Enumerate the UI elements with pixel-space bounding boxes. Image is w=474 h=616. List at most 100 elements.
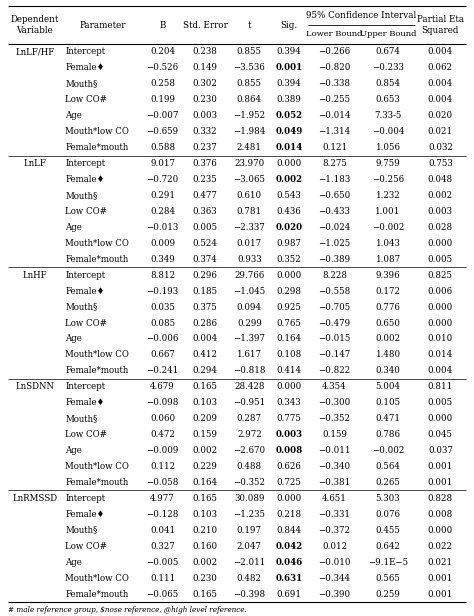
Text: Low CO#: Low CO#: [65, 318, 107, 328]
Text: 0.855: 0.855: [237, 47, 262, 57]
Text: −0.659: −0.659: [146, 127, 179, 136]
Text: 0.436: 0.436: [276, 207, 301, 216]
Text: 0.298: 0.298: [276, 286, 301, 296]
Text: Mouth§: Mouth§: [65, 79, 98, 88]
Text: −0.526: −0.526: [146, 63, 179, 73]
Text: 0.004: 0.004: [428, 367, 453, 375]
Text: 8.275: 8.275: [322, 159, 347, 168]
Text: −1.183: −1.183: [319, 175, 351, 184]
Text: 0.565: 0.565: [375, 573, 401, 583]
Text: 30.089: 30.089: [234, 494, 264, 503]
Text: −0.818: −0.818: [233, 367, 265, 375]
Text: 0.284: 0.284: [150, 207, 175, 216]
Text: 0.352: 0.352: [276, 255, 301, 264]
Text: −0.007: −0.007: [146, 111, 179, 120]
Text: 0.854: 0.854: [375, 79, 401, 88]
Text: −0.002: −0.002: [372, 446, 404, 455]
Text: 0.006: 0.006: [428, 286, 453, 296]
Text: −0.300: −0.300: [319, 398, 351, 407]
Text: −0.013: −0.013: [146, 223, 179, 232]
Text: −0.065: −0.065: [146, 590, 179, 599]
Text: 0.001: 0.001: [428, 590, 453, 599]
Text: Age: Age: [65, 111, 82, 120]
Text: 0.014: 0.014: [275, 143, 302, 152]
Text: 4.651: 4.651: [322, 494, 347, 503]
Text: 29.766: 29.766: [234, 270, 264, 280]
Text: 0.185: 0.185: [192, 286, 218, 296]
Text: 0.302: 0.302: [193, 79, 218, 88]
Text: Intercept: Intercept: [65, 383, 106, 391]
Text: 0.287: 0.287: [237, 414, 262, 423]
Text: 0.021: 0.021: [428, 127, 453, 136]
Text: 0.000: 0.000: [428, 414, 453, 423]
Text: 0.376: 0.376: [193, 159, 218, 168]
Text: 0.003: 0.003: [275, 430, 302, 439]
Text: −0.004: −0.004: [372, 127, 404, 136]
Text: 0.062: 0.062: [428, 63, 453, 73]
Text: 0.488: 0.488: [237, 462, 262, 471]
Text: 0.004: 0.004: [428, 79, 453, 88]
Text: 0.588: 0.588: [150, 143, 175, 152]
Text: 0.094: 0.094: [237, 302, 262, 312]
Text: −0.381: −0.381: [319, 478, 351, 487]
Text: −1.952: −1.952: [233, 111, 265, 120]
Text: 2.481: 2.481: [237, 143, 262, 152]
Text: 0.828: 0.828: [428, 494, 453, 503]
Text: 0.332: 0.332: [193, 127, 218, 136]
Text: −3.065: −3.065: [233, 175, 265, 184]
Text: 0.017: 0.017: [237, 239, 262, 248]
Text: −1.025: −1.025: [319, 239, 351, 248]
Text: 2.972: 2.972: [237, 430, 262, 439]
Text: Female♦: Female♦: [65, 175, 105, 184]
Text: 0.008: 0.008: [428, 510, 453, 519]
Text: Low CO#: Low CO#: [65, 95, 107, 104]
Text: 0.037: 0.037: [428, 446, 453, 455]
Text: 7.33-5: 7.33-5: [374, 111, 401, 120]
Text: 0.021: 0.021: [428, 557, 453, 567]
Text: Age: Age: [65, 334, 82, 344]
Text: 0.471: 0.471: [375, 414, 401, 423]
Text: 0.159: 0.159: [322, 430, 347, 439]
Text: 0.002: 0.002: [192, 446, 218, 455]
Text: Std. Error: Std. Error: [183, 20, 228, 30]
Text: −0.705: −0.705: [319, 302, 351, 312]
Text: 0.477: 0.477: [193, 191, 218, 200]
Text: −0.006: −0.006: [146, 334, 179, 344]
Text: Mouth§: Mouth§: [65, 414, 98, 423]
Text: −0.352: −0.352: [319, 414, 351, 423]
Text: −0.331: −0.331: [319, 510, 351, 519]
Text: 0.004: 0.004: [192, 334, 218, 344]
Text: Lower Bound: Lower Bound: [306, 30, 363, 38]
Text: Intercept: Intercept: [65, 494, 106, 503]
Text: 0.165: 0.165: [192, 383, 218, 391]
Text: Female♦: Female♦: [65, 510, 105, 519]
Text: 0.060: 0.060: [150, 414, 175, 423]
Text: 0.028: 0.028: [428, 223, 453, 232]
Text: 0.005: 0.005: [428, 255, 453, 264]
Text: Age: Age: [65, 557, 82, 567]
Text: Intercept: Intercept: [65, 159, 106, 168]
Text: LnLF/HF: LnLF/HF: [15, 47, 55, 57]
Text: −0.398: −0.398: [233, 590, 265, 599]
Text: 0.172: 0.172: [375, 286, 401, 296]
Text: 0.455: 0.455: [375, 526, 401, 535]
Text: Mouth*low CO: Mouth*low CO: [65, 127, 129, 136]
Text: 0.235: 0.235: [193, 175, 218, 184]
Text: −0.352: −0.352: [233, 478, 265, 487]
Text: 28.428: 28.428: [234, 383, 264, 391]
Text: 9.396: 9.396: [375, 270, 400, 280]
Text: 1.232: 1.232: [375, 191, 401, 200]
Text: 0.010: 0.010: [428, 334, 453, 344]
Text: 0.032: 0.032: [428, 143, 453, 152]
Text: 95% Confidence Interval: 95% Confidence Interval: [306, 10, 416, 20]
Text: 0.524: 0.524: [193, 239, 218, 248]
Text: 0.004: 0.004: [428, 95, 453, 104]
Text: −0.255: −0.255: [319, 95, 351, 104]
Text: 0.000: 0.000: [428, 239, 453, 248]
Text: −2.670: −2.670: [233, 446, 265, 455]
Text: B: B: [159, 20, 166, 30]
Text: 0.296: 0.296: [193, 270, 218, 280]
Text: −0.193: −0.193: [146, 286, 179, 296]
Text: 0.165: 0.165: [192, 590, 218, 599]
Text: 9.017: 9.017: [150, 159, 175, 168]
